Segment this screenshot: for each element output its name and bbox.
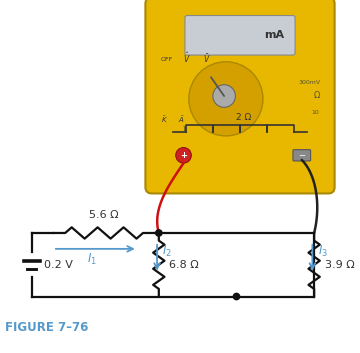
Circle shape [189,62,263,136]
Text: $\bar{K}$: $\bar{K}$ [161,115,168,125]
Text: 3.9 Ω: 3.9 Ω [325,260,355,270]
Text: 10: 10 [312,110,319,115]
FancyBboxPatch shape [185,16,295,55]
Text: $\bar{V}$: $\bar{V}$ [203,52,210,65]
Text: −: − [298,151,305,160]
Text: mA: mA [264,30,284,40]
Circle shape [233,293,240,300]
FancyBboxPatch shape [293,150,311,161]
Text: $I_3$: $I_3$ [318,244,328,259]
Circle shape [156,230,162,236]
Text: $\rangle\!\rangle$: $\rangle\!\rangle$ [182,123,188,134]
Circle shape [176,148,191,163]
Text: +: + [180,151,187,160]
Text: FIGURE 7–76: FIGURE 7–76 [5,321,89,334]
Text: 2 Ω: 2 Ω [236,113,251,122]
Circle shape [213,85,235,107]
Text: $I_2$: $I_2$ [162,244,172,259]
Text: $\hat{V}$: $\hat{V}$ [183,51,191,65]
Text: $\bar{A}$: $\bar{A}$ [178,115,185,125]
Text: OFF: OFF [161,57,173,62]
FancyBboxPatch shape [145,0,334,193]
Text: 5.6 Ω: 5.6 Ω [89,210,119,220]
Text: $I_1$: $I_1$ [87,252,97,267]
Text: 0.2 V: 0.2 V [44,260,73,270]
Text: 6.8 Ω: 6.8 Ω [170,260,199,270]
Text: Ω: Ω [314,91,320,100]
Text: 300mV: 300mV [298,80,320,85]
